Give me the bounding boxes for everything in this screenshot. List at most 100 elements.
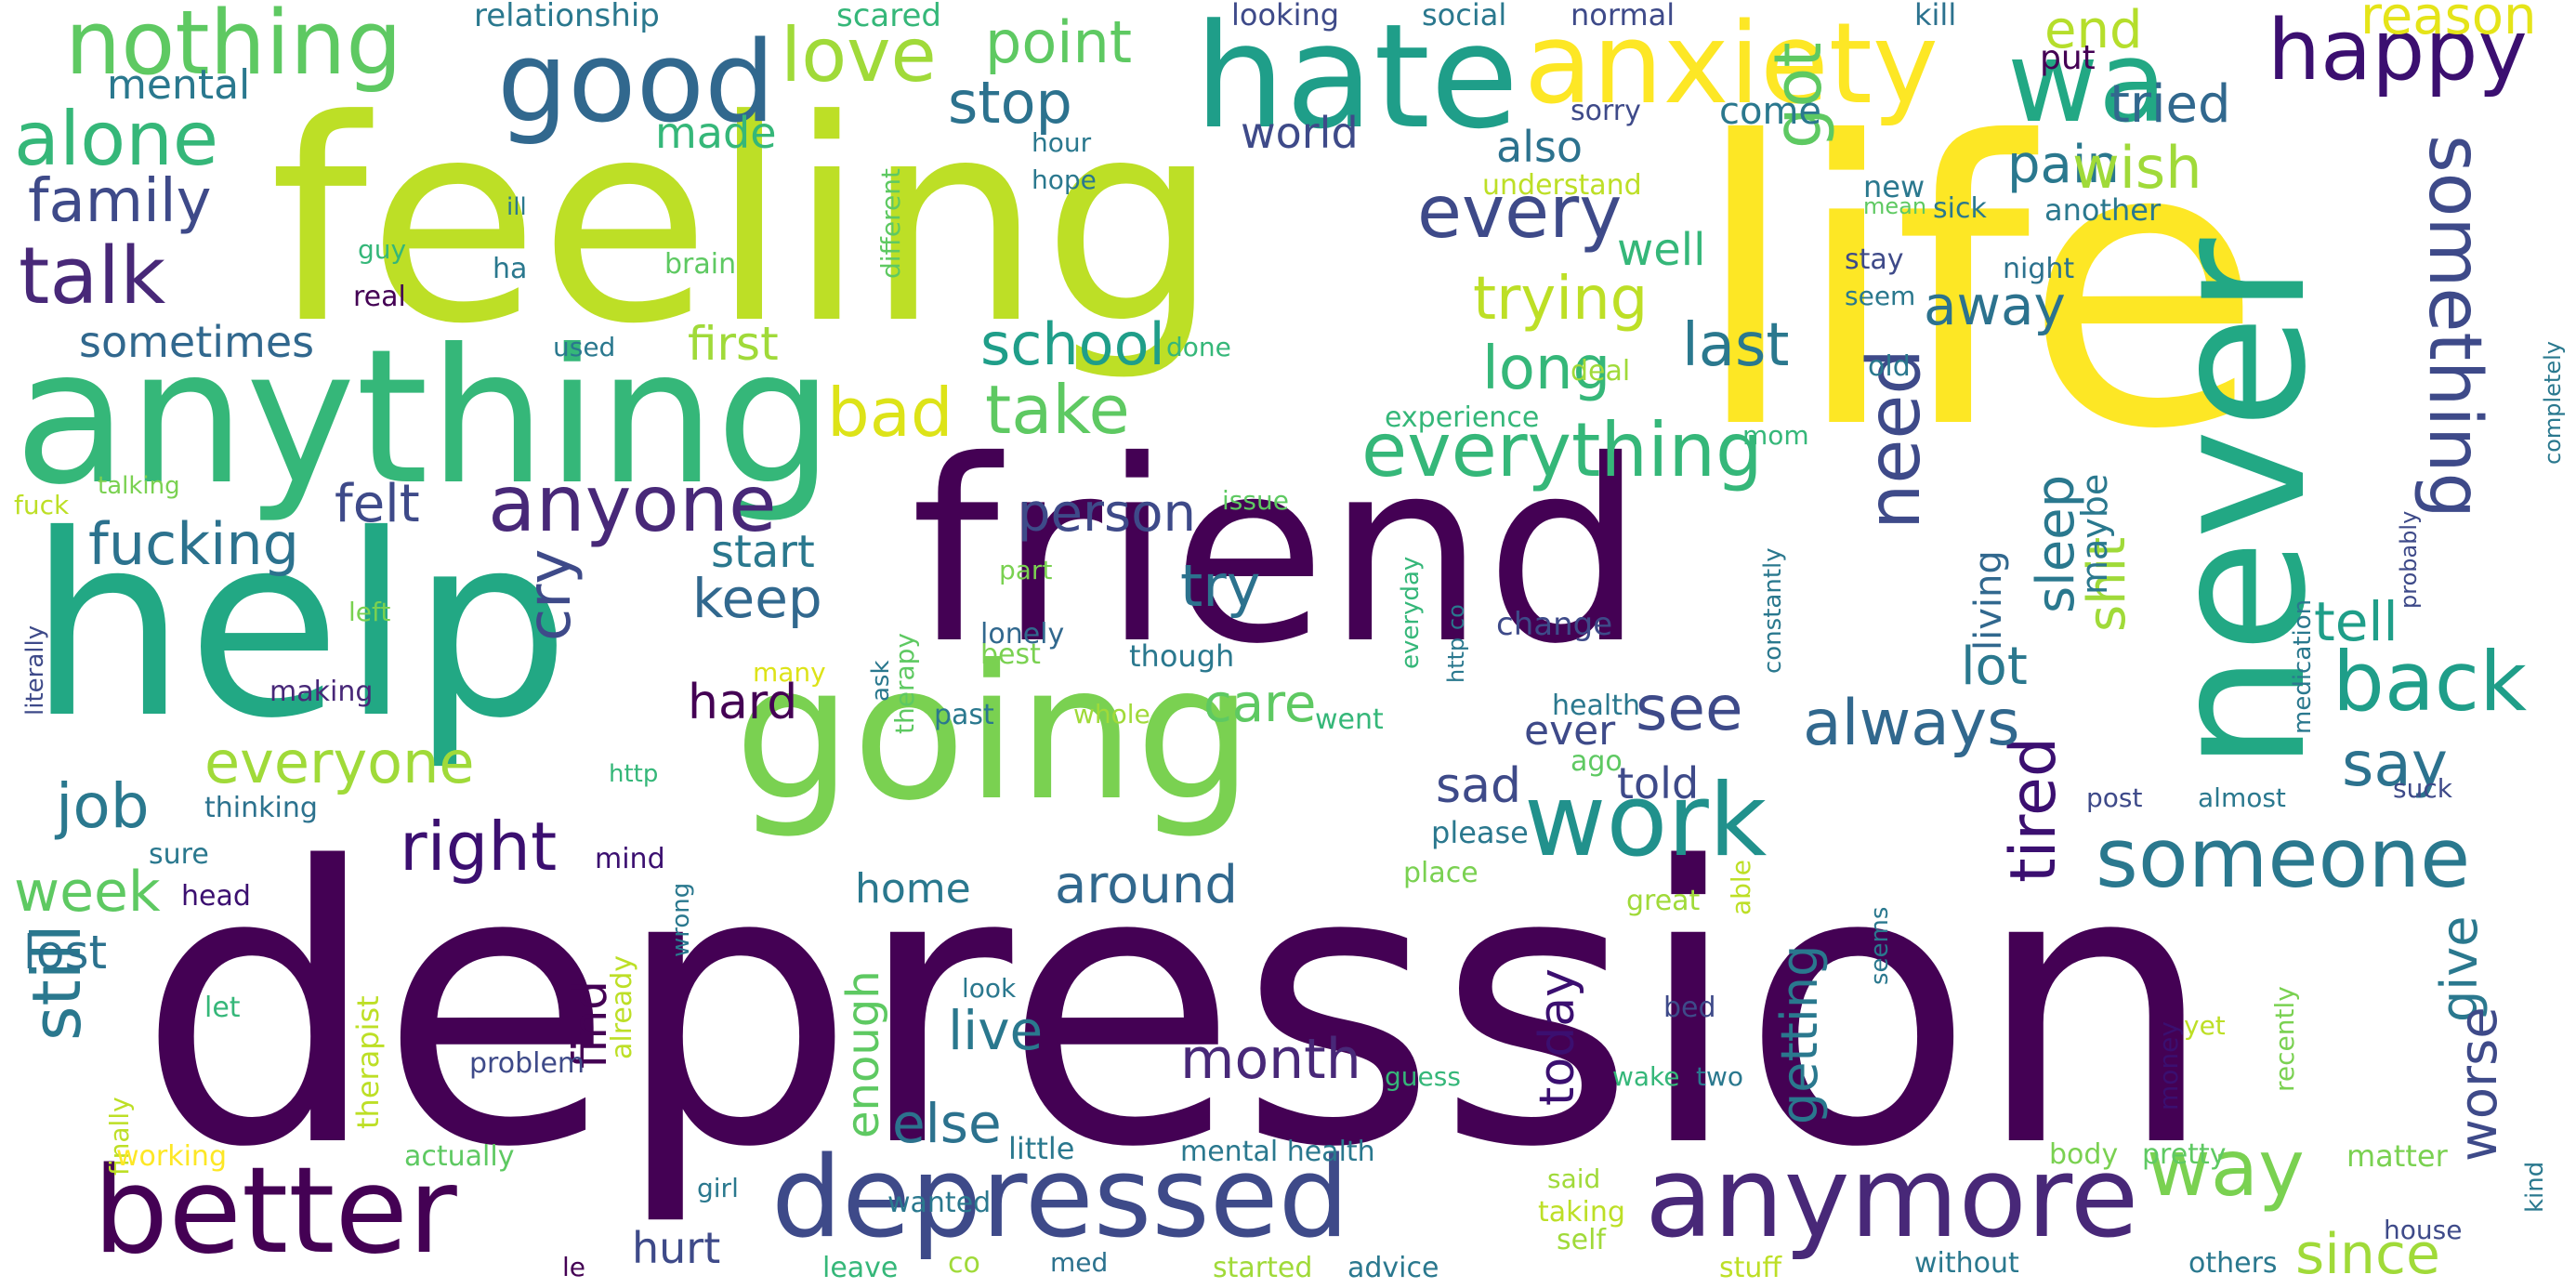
- word: enough: [837, 970, 889, 1138]
- word: night: [2003, 253, 2075, 285]
- word: alone: [14, 96, 219, 182]
- word: mental health: [1180, 1136, 1375, 1168]
- word: different: [875, 168, 906, 279]
- word: fuck: [14, 490, 70, 520]
- word: leave: [822, 1252, 899, 1284]
- word: family: [28, 167, 212, 236]
- word: life: [1691, 60, 2264, 515]
- word: depressed: [771, 1134, 1349, 1263]
- word: end: [2044, 0, 2143, 60]
- word: making: [269, 676, 374, 708]
- word: self: [1557, 1224, 1606, 1256]
- word: maybe: [2074, 473, 2115, 595]
- word: experience: [1385, 401, 1540, 434]
- word: taking: [1538, 1196, 1625, 1229]
- word: hate: [1194, 0, 1519, 161]
- word: health: [1552, 690, 1640, 722]
- word: lot: [1961, 637, 2028, 697]
- word: guy: [358, 234, 407, 265]
- word: wanted: [887, 1187, 992, 1219]
- word: something: [2412, 135, 2496, 519]
- word: way: [2147, 1123, 2305, 1214]
- word: deal: [1571, 355, 1631, 388]
- word: used: [553, 332, 616, 362]
- word: come: [1719, 90, 1822, 133]
- word: person: [1018, 483, 1196, 544]
- word: completely: [2540, 341, 2566, 465]
- word: put: [2040, 39, 2096, 77]
- word: everyone: [204, 729, 475, 796]
- word: place: [1403, 857, 1479, 889]
- word: http co: [1443, 604, 1469, 683]
- word: ill: [506, 193, 527, 221]
- word: anyone: [488, 458, 777, 549]
- word: body: [2049, 1138, 2119, 1171]
- word: kind: [2521, 1161, 2549, 1213]
- word: post: [2086, 782, 2143, 813]
- word: hurt: [632, 1223, 721, 1273]
- word: everything: [1361, 407, 1763, 493]
- word: anymore: [1645, 1134, 2139, 1263]
- word: help: [28, 480, 571, 773]
- word: girl: [697, 1173, 739, 1203]
- word: see: [1636, 673, 1743, 744]
- word: therapist: [350, 995, 386, 1129]
- word: anxiety: [1524, 0, 1939, 129]
- word: lost: [23, 926, 108, 979]
- word: please: [1431, 815, 1529, 850]
- word: went: [1315, 703, 1384, 736]
- word: cry: [516, 548, 585, 641]
- word: friend: [911, 406, 1645, 699]
- word: home: [855, 865, 971, 913]
- word: bed: [1663, 992, 1716, 1024]
- word: done: [1166, 332, 1231, 362]
- word: constantly: [1759, 547, 1787, 674]
- word: trying: [1473, 265, 1649, 334]
- word: keep: [692, 567, 822, 630]
- word: already: [606, 954, 638, 1059]
- word: little: [1008, 1131, 1075, 1166]
- word: hard: [688, 675, 798, 730]
- word: past: [934, 699, 994, 731]
- word: yet: [2184, 1010, 2226, 1041]
- word: part: [999, 555, 1053, 585]
- word: live: [948, 999, 1044, 1062]
- word: wrong: [667, 882, 695, 957]
- word: said: [1547, 1163, 1601, 1194]
- word: almost: [2198, 782, 2286, 813]
- word: actually: [404, 1140, 515, 1173]
- word: someone: [2096, 810, 2471, 906]
- word: real: [353, 281, 406, 313]
- word: right: [400, 808, 558, 886]
- word: understand: [1482, 169, 1642, 202]
- word: mom: [1742, 420, 1809, 451]
- word: whole: [1073, 699, 1150, 729]
- word: depression: [138, 786, 2216, 1230]
- word: else: [892, 1092, 1002, 1155]
- word: though: [1129, 638, 1235, 674]
- word: ever: [1524, 707, 1616, 755]
- word: reason: [2360, 0, 2537, 46]
- word: literally: [21, 624, 49, 716]
- word: everyday: [1397, 556, 1425, 669]
- word: talking: [98, 472, 180, 500]
- word: change: [1496, 606, 1613, 643]
- word: first: [688, 317, 779, 371]
- word: new: [1863, 169, 1925, 204]
- word: old: [1868, 350, 1911, 383]
- word: wake: [1612, 1061, 1680, 1092]
- word: mental: [107, 61, 251, 109]
- word: hope: [1032, 164, 1097, 195]
- word: scared: [836, 0, 941, 34]
- word: tell: [2314, 590, 2399, 653]
- word: two: [1696, 1061, 1744, 1092]
- word: start: [711, 526, 815, 578]
- word: co: [948, 1247, 980, 1280]
- word: suck: [2393, 773, 2452, 804]
- word: worse: [2449, 1006, 2509, 1162]
- word: kill: [1914, 0, 1957, 33]
- word: thinking: [204, 792, 318, 824]
- word: normal: [1571, 0, 1676, 33]
- word: seem: [1845, 281, 1916, 311]
